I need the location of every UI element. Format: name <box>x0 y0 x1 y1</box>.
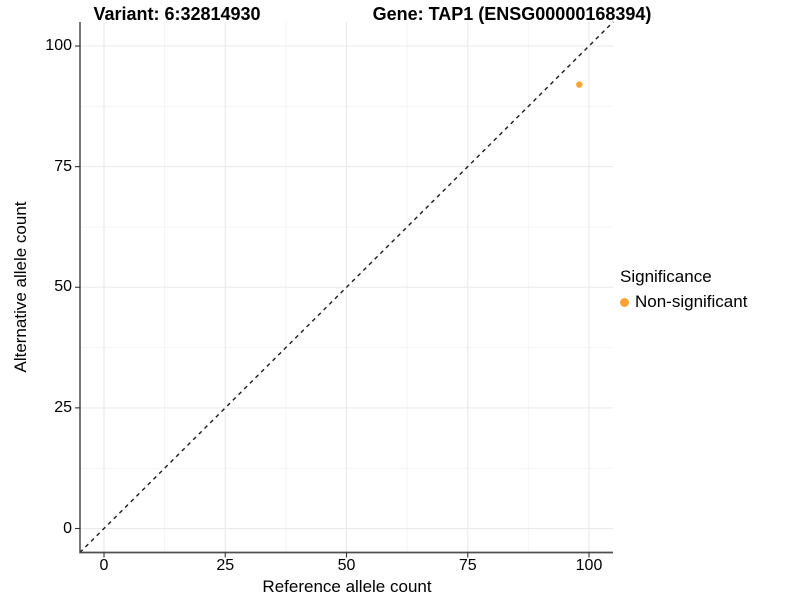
data-point <box>576 81 583 88</box>
y-tick-label: 75 <box>54 157 72 175</box>
x-tick-label: 25 <box>216 557 235 574</box>
y-tick-label: 100 <box>45 37 72 54</box>
x-tick-label: 50 <box>337 557 356 574</box>
y-tick-label: 50 <box>54 278 72 296</box>
variant-title: Variant: 6:32814930 <box>93 4 261 24</box>
legend-item: Non-significant <box>620 292 747 312</box>
y-tick-label: 25 <box>54 398 72 416</box>
x-tick-label: 0 <box>99 557 109 574</box>
gene-title: Gene: TAP1 (ENSG00000168394) <box>372 4 652 24</box>
y-axis-title: Alternative allele count <box>11 201 30 373</box>
legend: Significance Non-significant <box>620 267 747 312</box>
legend-point-icon <box>620 297 629 307</box>
x-tick-label: 75 <box>458 557 477 574</box>
legend-item-label: Non-significant <box>635 292 748 311</box>
legend-title: Significance <box>620 267 712 286</box>
identity-dashed-line <box>79 21 614 554</box>
x-axis-title: Reference allele count <box>262 577 432 596</box>
x-tick-label: 100 <box>575 557 603 574</box>
y-tick-label: 0 <box>63 519 72 537</box>
